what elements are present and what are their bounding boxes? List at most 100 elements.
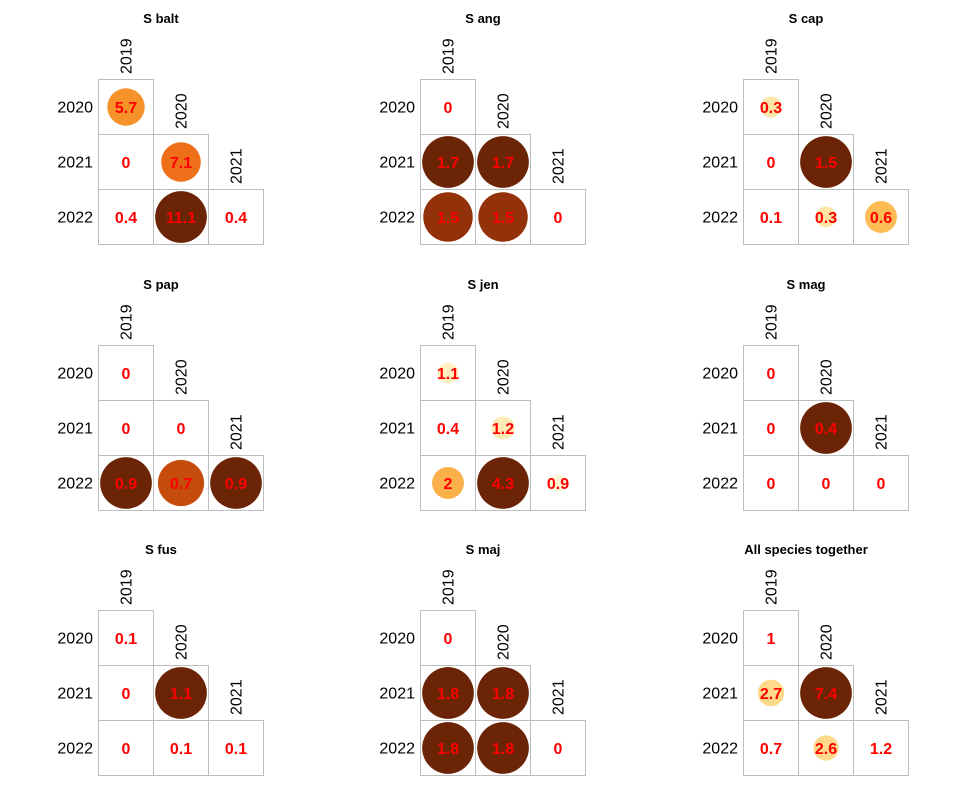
value-circle (210, 457, 262, 509)
grid-cell (208, 455, 264, 511)
value-label: 0.9 (115, 476, 137, 493)
panel-title: S fus (145, 542, 177, 557)
value-circle (478, 192, 528, 242)
value-label: 0 (122, 421, 131, 438)
value-label: 0.9 (225, 476, 247, 493)
value-circle (422, 667, 474, 719)
value-circle (477, 722, 529, 774)
value-label: 1.8 (492, 686, 514, 703)
value-circle (107, 88, 145, 126)
panel-title: S balt (143, 11, 179, 26)
column-label: 2021 (229, 148, 246, 184)
panel-title: S pap (143, 277, 178, 292)
value-label: 1.1 (437, 366, 459, 383)
row-label: 2022 (379, 210, 415, 227)
value-label: 0.6 (870, 210, 892, 227)
grid-cell (853, 720, 909, 776)
value-label: 1.5 (437, 210, 459, 227)
row-label: 2020 (702, 631, 738, 648)
row-label: 2020 (57, 631, 93, 648)
value-circle (423, 192, 473, 242)
column-label: 2021 (551, 148, 568, 184)
row-label: 2020 (57, 100, 93, 117)
row-label: 2021 (57, 155, 93, 172)
value-label: 1.7 (437, 155, 459, 172)
column-label: 2019 (764, 38, 781, 74)
value-circle (800, 667, 852, 719)
value-label: 0 (767, 155, 776, 172)
row-label: 2021 (379, 421, 415, 438)
value-label: 7.1 (170, 155, 192, 172)
grid-cell (208, 720, 264, 776)
column-label: 2019 (764, 569, 781, 605)
value-label: 0 (767, 366, 776, 383)
value-label: 1.8 (437, 686, 459, 703)
row-label: 2022 (702, 476, 738, 493)
column-label: 2021 (551, 414, 568, 450)
row-label: 2020 (702, 100, 738, 117)
value-label: 0.4 (225, 210, 247, 227)
row-label: 2020 (379, 100, 415, 117)
row-label: 2022 (57, 476, 93, 493)
panel-2: S ang 2019 2020 2021 2020 2021 2022 0 1.7 1.7 1.5 1… (379, 11, 586, 245)
row-label: 2021 (702, 155, 738, 172)
value-label: 0 (122, 686, 131, 703)
row-label: 2022 (702, 741, 738, 758)
column-label: 2019 (441, 38, 458, 74)
panel-9: All species together 2019 2020 2021 2020 2021… (702, 542, 909, 776)
value-label: 1.5 (815, 155, 837, 172)
column-label: 2021 (551, 679, 568, 715)
value-circle (760, 96, 782, 118)
column-label: 2021 (229, 679, 246, 715)
value-label: 2.6 (815, 741, 837, 758)
value-circle (100, 457, 152, 509)
value-circle (422, 722, 474, 774)
column-label: 2020 (819, 359, 836, 395)
value-circle (491, 416, 515, 440)
column-label: 2021 (229, 414, 246, 450)
value-circle (815, 206, 837, 228)
column-label: 2020 (174, 359, 191, 395)
value-circle (477, 667, 529, 719)
row-label: 2021 (702, 421, 738, 438)
value-label: 0 (177, 421, 186, 438)
value-label: 1.7 (492, 155, 514, 172)
row-label: 2022 (379, 476, 415, 493)
column-label: 2021 (874, 148, 891, 184)
value-label: 1.2 (870, 741, 892, 758)
panel-title: S maj (466, 542, 501, 557)
panel-7: S fus 2019 2020 2021 2020 2021 2022 0.1 0 1.1 0 0.1… (57, 542, 264, 776)
value-label: 1.8 (492, 741, 514, 758)
value-circle (549, 474, 567, 492)
grid-cell (208, 189, 264, 245)
row-label: 2022 (379, 741, 415, 758)
value-circle (477, 457, 529, 509)
column-label: 2020 (819, 93, 836, 129)
value-label: 0 (444, 100, 453, 117)
value-label: 7.4 (815, 686, 837, 703)
row-label: 2020 (379, 631, 415, 648)
column-label: 2019 (441, 569, 458, 605)
value-label: 4.3 (492, 476, 514, 493)
value-circle (161, 142, 201, 182)
value-label: 1.5 (492, 210, 514, 227)
grid-cell (530, 189, 586, 245)
column-label: 2020 (496, 359, 513, 395)
value-circle (437, 362, 459, 384)
value-label: 0.7 (170, 476, 192, 493)
value-label: 0.9 (547, 476, 569, 493)
grid-cell (530, 720, 586, 776)
panel-6: S mag 2019 2020 2021 2020 2021 2022 0 0 0.4 0 0 0 (702, 277, 909, 511)
column-label: 2021 (874, 679, 891, 715)
value-label: 0.7 (760, 741, 782, 758)
value-circle (155, 191, 207, 243)
value-circle (813, 735, 839, 761)
column-label: 2020 (496, 624, 513, 660)
row-label: 2022 (702, 210, 738, 227)
row-label: 2022 (57, 210, 93, 227)
column-label: 2021 (874, 414, 891, 450)
value-label: 1 (767, 631, 776, 648)
value-label: 0.1 (225, 741, 247, 758)
row-label: 2021 (379, 686, 415, 703)
